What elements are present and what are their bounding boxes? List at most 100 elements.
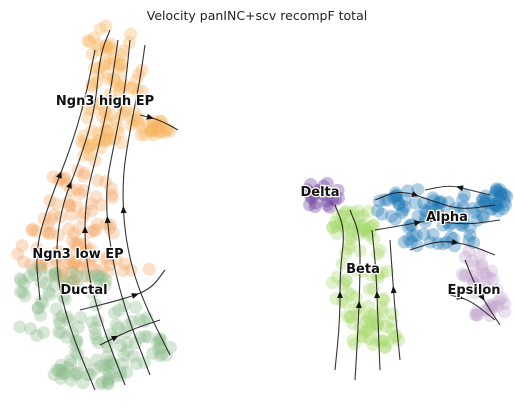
cell-point	[389, 329, 403, 342]
cell-point	[129, 300, 143, 314]
cell-point	[486, 197, 500, 211]
cell-point	[429, 202, 443, 216]
streamline-arrow	[82, 226, 88, 233]
cell-point	[159, 348, 173, 362]
cell-point	[463, 221, 477, 235]
cell-point	[109, 318, 123, 332]
cell-point	[375, 266, 389, 280]
cell-point	[458, 269, 471, 283]
streamline-arrow	[120, 206, 127, 214]
cell-point	[31, 301, 45, 315]
cell-point	[339, 273, 353, 287]
cell-point	[89, 223, 103, 237]
cell-point	[384, 322, 398, 336]
cell-point	[46, 170, 60, 184]
cell-point	[49, 269, 63, 283]
streamline-arrow	[110, 335, 119, 342]
cell-point	[480, 281, 494, 295]
cell-point	[465, 254, 479, 268]
cell-point	[340, 204, 354, 218]
cell-point	[57, 366, 71, 380]
cell-point	[376, 293, 390, 307]
cell-point	[440, 215, 454, 229]
cell-point	[81, 139, 95, 153]
cell-point	[114, 339, 127, 353]
cell-point	[373, 243, 387, 257]
streamline-arrow	[355, 301, 362, 309]
cell-point	[98, 56, 112, 70]
cell-point	[341, 285, 355, 299]
cell-point	[375, 301, 389, 315]
cell-point	[67, 273, 81, 287]
cell-point	[371, 271, 385, 285]
cell-point	[494, 186, 508, 200]
cell-point	[343, 239, 357, 252]
cell-point	[48, 279, 62, 292]
cell-point	[100, 252, 114, 266]
cell-point	[37, 326, 50, 340]
cell-point	[369, 321, 383, 335]
cell-point	[424, 200, 438, 214]
cell-point	[65, 233, 79, 247]
cell-point	[395, 206, 409, 220]
cell-point	[127, 105, 141, 119]
cell-point	[54, 363, 68, 377]
cell-point	[86, 137, 100, 151]
cell-point	[81, 368, 95, 382]
cell-point	[362, 299, 375, 313]
cell-point	[88, 263, 102, 277]
cell-point	[371, 268, 385, 282]
cell-point	[126, 114, 140, 127]
cell-point	[106, 357, 120, 371]
cell-point	[94, 359, 108, 373]
cell-point	[39, 225, 53, 238]
cell-point	[305, 191, 319, 205]
cell-point	[112, 60, 126, 73]
cell-point	[456, 219, 470, 233]
cell-point	[102, 131, 116, 145]
cell-point	[92, 43, 106, 57]
cell-point	[398, 193, 412, 206]
streamline-arrow	[413, 220, 422, 227]
cell-point	[471, 308, 485, 322]
cell-point	[371, 204, 385, 217]
cell-point	[98, 362, 112, 376]
cell-point	[336, 209, 349, 223]
cluster-label: Ductal	[60, 283, 107, 298]
cell-point	[67, 255, 80, 269]
cell-point	[95, 270, 109, 284]
cell-point	[475, 209, 489, 223]
cell-point	[455, 267, 469, 281]
cell-point	[309, 196, 323, 210]
cell-point	[52, 325, 66, 339]
cell-point	[448, 202, 462, 215]
cell-point	[303, 198, 316, 212]
cell-point	[313, 184, 327, 198]
cell-point	[345, 225, 359, 239]
cell-point	[153, 125, 167, 139]
cell-point	[488, 197, 502, 211]
cell-point	[68, 237, 82, 250]
cell-point	[11, 247, 25, 261]
cell-point	[378, 340, 392, 354]
cell-point	[359, 315, 373, 329]
cell-point	[486, 201, 500, 215]
cell-point	[326, 220, 340, 234]
cell-point	[346, 205, 360, 219]
cell-point	[490, 199, 504, 213]
cell-point	[157, 126, 171, 140]
cell-point	[13, 272, 27, 286]
streamline	[374, 219, 501, 231]
cell-point	[355, 329, 369, 343]
cell-point	[54, 358, 68, 372]
cell-point	[116, 357, 130, 371]
cell-point	[340, 309, 354, 323]
cell-point	[472, 278, 486, 292]
cluster-label: Beta	[346, 262, 380, 277]
cell-point	[86, 80, 99, 94]
cell-point	[49, 254, 63, 268]
cell-point	[363, 226, 377, 240]
cell-point	[132, 67, 146, 81]
cell-point	[101, 377, 115, 391]
